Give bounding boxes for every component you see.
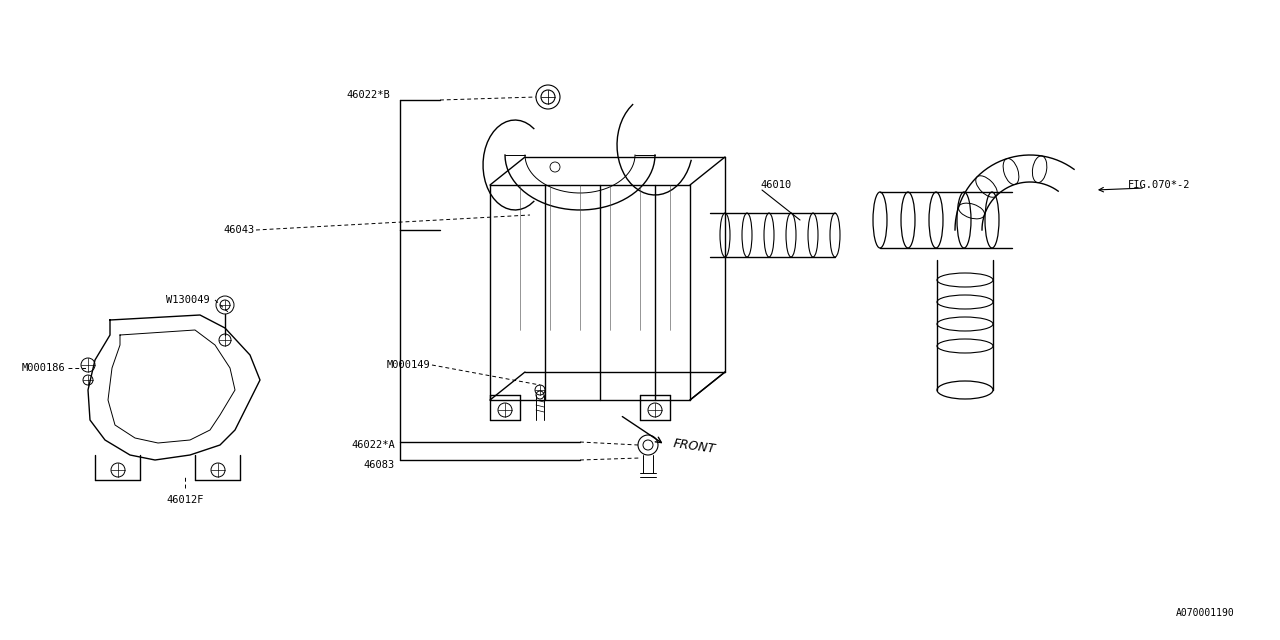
Text: 46010: 46010 [760,180,791,190]
Text: W130049: W130049 [166,295,210,305]
Text: 46022*A: 46022*A [351,440,396,450]
Text: FRONT: FRONT [672,438,716,456]
Text: 46012F: 46012F [166,495,204,505]
Text: 46022*B: 46022*B [347,90,390,100]
Text: 46083: 46083 [364,460,396,470]
Text: 46043: 46043 [224,225,255,235]
Text: FIG.070*-2: FIG.070*-2 [1128,180,1190,190]
Text: M000186: M000186 [22,363,65,373]
Text: M000149: M000149 [387,360,430,370]
Text: A070001190: A070001190 [1176,608,1235,618]
